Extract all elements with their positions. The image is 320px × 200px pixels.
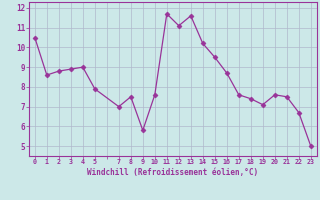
X-axis label: Windchill (Refroidissement éolien,°C): Windchill (Refroidissement éolien,°C) — [87, 168, 258, 177]
